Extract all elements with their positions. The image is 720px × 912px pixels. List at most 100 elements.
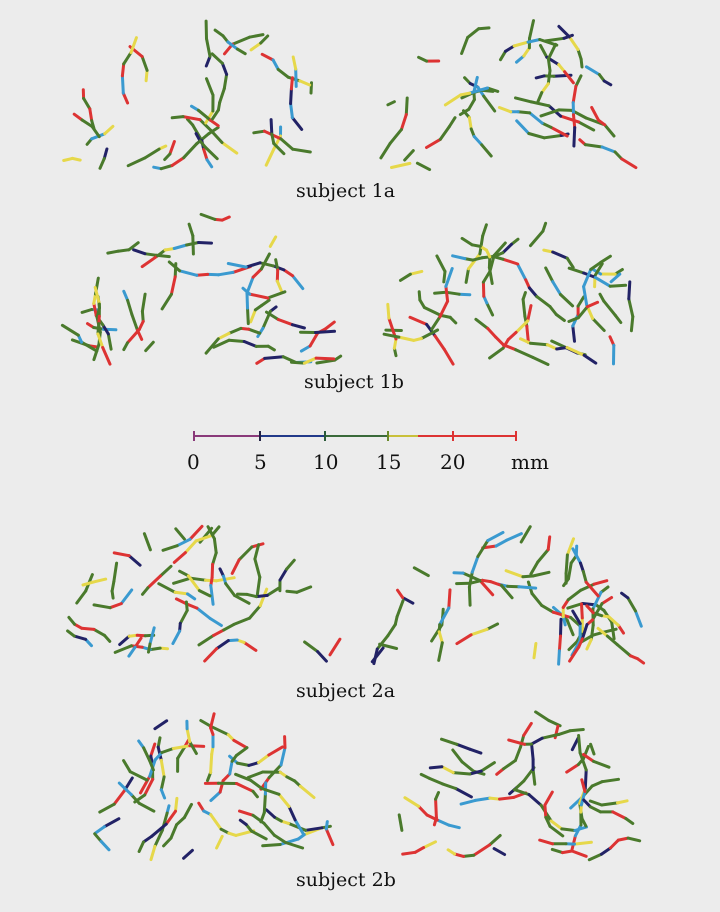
sulcus-segment (443, 93, 463, 107)
sulcus-segment (627, 297, 635, 319)
sulcus-segment (581, 569, 588, 584)
sulcus-segment (169, 823, 179, 840)
sulcus-segment (467, 585, 472, 607)
sulcus-segment (577, 120, 596, 132)
sulcus-segment (126, 328, 141, 345)
sulcus-segment (497, 106, 513, 114)
sulcus-segment (112, 561, 119, 583)
sulcus-segment (212, 338, 231, 349)
sulcus-segment (153, 751, 164, 762)
sulcus-segment (568, 728, 585, 733)
sulcus-segment (126, 156, 147, 168)
sulcus-segment (521, 297, 527, 318)
sulcus-segment (566, 588, 583, 602)
sulcus-segment (289, 76, 294, 91)
sulcus-segment (544, 266, 555, 284)
sulcus-segment (526, 38, 542, 44)
sulcus-segment (213, 28, 225, 38)
sulcus-segment (585, 638, 593, 651)
sulcus-segment (529, 229, 545, 248)
sulcus-segment (610, 620, 616, 641)
sulcus-segment (608, 335, 616, 347)
sulcus-segment (211, 551, 218, 566)
sulcus-segment (528, 111, 544, 125)
sulcus-segment (467, 116, 473, 131)
sulcus-segment (582, 285, 589, 307)
sulcus-segment (182, 848, 194, 860)
sulcus-segment (140, 55, 149, 72)
sulcus-segment (593, 262, 604, 278)
sulcus-segment (130, 313, 139, 332)
sulcus-segment (529, 560, 540, 576)
sulcus-segment (210, 52, 224, 65)
sulcus-segment (209, 813, 223, 831)
sulcus-segment (468, 578, 484, 585)
panel-label-subject-1a: subject 1a (296, 180, 395, 202)
sulcus-segment (396, 588, 405, 599)
sulcus-segment (110, 579, 116, 593)
sulcus-segment (451, 748, 464, 764)
scale-label-10: 10 (313, 450, 338, 474)
sulcus-segment (534, 710, 551, 722)
sulcus-segment (554, 313, 566, 322)
sulcus-segment (175, 816, 186, 827)
sulcus-segment (216, 270, 235, 277)
sulcus-segment (444, 284, 450, 303)
sulcus-segment (226, 262, 248, 269)
sulcus-segment (507, 738, 526, 746)
sulcus-segment (279, 137, 295, 151)
sulcus-segment (314, 329, 336, 334)
sulcus-segment (102, 817, 121, 829)
sulcus-segment (582, 267, 593, 289)
sulcus-segment (514, 96, 533, 104)
sulcus-segment (397, 813, 404, 832)
sulcus-segment (579, 790, 587, 807)
sulcus-segment (532, 642, 538, 660)
sulcus-segment (147, 642, 152, 654)
sulcus-segment (208, 118, 220, 128)
sulcus-segment (457, 292, 472, 297)
sulcus-segment (501, 242, 513, 255)
sulcus-segment (259, 811, 266, 824)
sulcus-segment (72, 634, 88, 641)
sulcus-segment (486, 326, 498, 339)
sulcus-segment (517, 585, 538, 590)
sulcus-segment (408, 269, 424, 276)
sulcus-segment (590, 780, 604, 788)
sulcus-segment (250, 829, 268, 841)
sulcus-segment (93, 825, 106, 835)
sulcus-segment (613, 150, 624, 161)
sulcus-segment (441, 607, 445, 619)
sulcus-segment (565, 256, 575, 269)
sulcus-segment (438, 299, 450, 319)
sulcus-segment (92, 627, 106, 637)
sulcus-segment (609, 272, 622, 284)
sulcus-segment (379, 141, 392, 160)
sulcus-segment (276, 318, 294, 327)
sulcus-segment (188, 740, 198, 755)
sulcus-segment (315, 358, 337, 365)
sulcus-segment (565, 346, 586, 357)
sulcus-segment (249, 778, 264, 790)
sulcus-segment (634, 609, 643, 628)
sulcus-segment (277, 792, 291, 808)
sulcus-segment (580, 778, 587, 793)
sulcus-segment (303, 640, 320, 654)
sulcus-segment (291, 147, 312, 154)
sulcus-segment (519, 525, 532, 544)
sulcus-segment (528, 341, 549, 347)
sulcus-segment (142, 746, 151, 762)
sulcus-segment (287, 805, 297, 822)
sulcus-segment (433, 334, 446, 351)
sulcus-segment (599, 846, 612, 856)
sulcus-segment (395, 599, 405, 619)
sulcus-segment (557, 729, 572, 736)
sulcus-segment (81, 580, 95, 587)
sulcus-segment (494, 538, 508, 548)
sulcus-segment (528, 19, 535, 40)
sulcus-segment (291, 274, 305, 291)
sulcus-segment (260, 298, 271, 307)
sulcus-segment (255, 356, 267, 365)
sulcus-segment (476, 539, 490, 558)
sulcus-segment (390, 161, 412, 169)
